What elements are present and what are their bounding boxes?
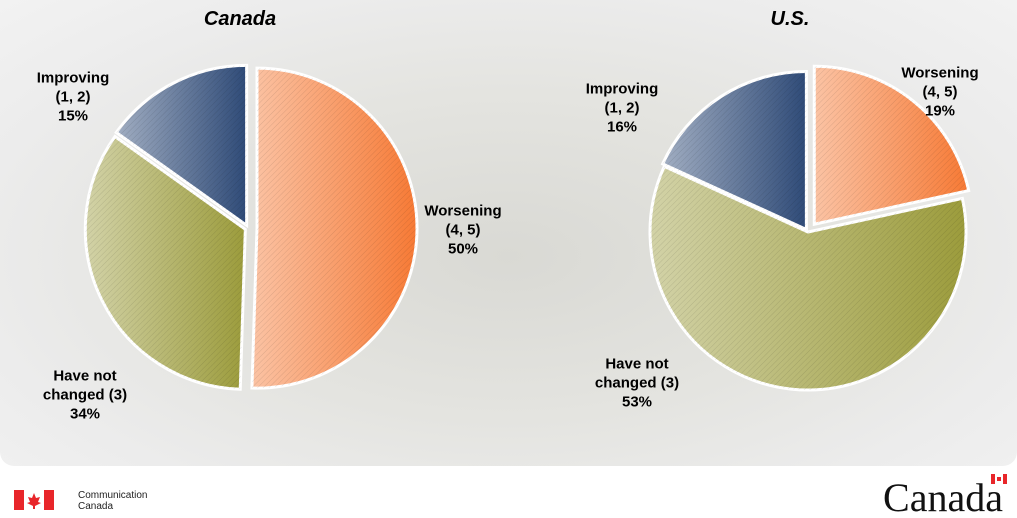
- value-label: 16%: [606, 118, 638, 136]
- category-label: Worsening (4, 5): [424, 202, 502, 239]
- slice-label: Have not changed (3) 53%: [591, 355, 683, 412]
- value-label: 34%: [69, 405, 101, 423]
- slice-hatch: [116, 65, 247, 226]
- slice-hatch: [662, 71, 807, 230]
- slice-label: Improving (1, 2) 15%: [27, 69, 119, 126]
- slice-label: Improving (1, 2) 16%: [576, 80, 668, 137]
- value-label: 15%: [57, 107, 89, 125]
- wordmark-flag: [991, 474, 1007, 484]
- department-name: Communication Canada: [78, 490, 148, 512]
- canada-wordmark: Canada: [883, 475, 1003, 518]
- slice-hatch: [650, 166, 966, 390]
- value-label: 53%: [621, 393, 653, 411]
- slice-label: Worsening (4, 5) 50%: [417, 202, 509, 259]
- slice-hatch: [85, 136, 246, 390]
- slice-label: Have not changed (3) 34%: [39, 367, 131, 424]
- category-label: Worsening (4, 5): [901, 64, 979, 101]
- value-label: 50%: [447, 240, 479, 258]
- chart-title: Canada: [203, 8, 277, 30]
- slice-label: Worsening (4, 5) 19%: [894, 64, 986, 121]
- slice-hatch: [814, 66, 969, 225]
- category-label: Improving (1, 2): [585, 80, 659, 117]
- chart-title: U.S.: [770, 8, 810, 30]
- category-label: Have not changed (3): [594, 355, 680, 392]
- slice-hatch: [251, 68, 417, 389]
- category-label: Have not changed (3): [42, 367, 128, 404]
- category-label: Improving (1, 2): [36, 69, 110, 106]
- flag-icon: [14, 490, 54, 510]
- value-label: 19%: [924, 102, 956, 120]
